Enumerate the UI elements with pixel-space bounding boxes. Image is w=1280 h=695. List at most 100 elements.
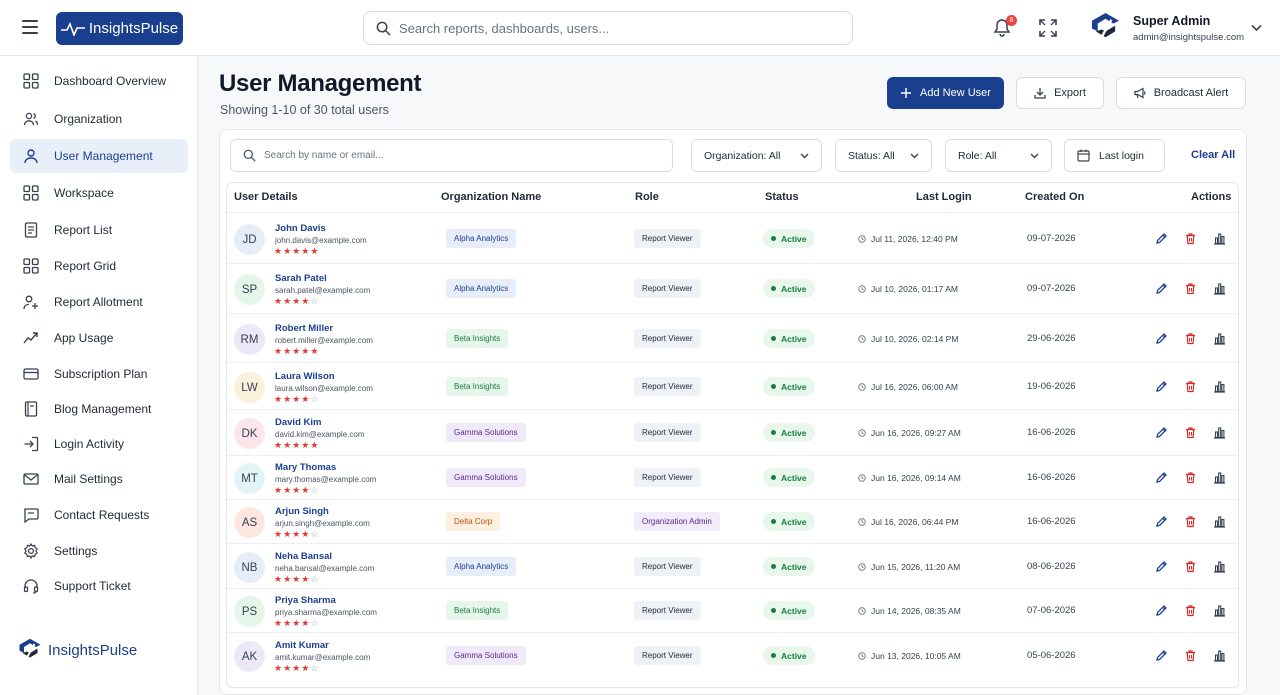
sidebar-item-subscription-plan[interactable]: Subscription Plan — [10, 357, 188, 391]
user-name[interactable]: Sarah Patel — [275, 273, 327, 284]
analytics-icon[interactable] — [1213, 560, 1226, 573]
analytics-icon[interactable] — [1213, 604, 1226, 617]
add-user-button[interactable]: Add New User — [887, 77, 1004, 109]
chevron-down-icon[interactable] — [1251, 24, 1262, 32]
delete-icon[interactable] — [1184, 332, 1197, 345]
trend-icon — [23, 332, 38, 344]
role-tag: Report Viewer — [634, 557, 701, 576]
analytics-icon[interactable] — [1213, 380, 1226, 393]
user-name[interactable]: Amit Kumar — [275, 640, 329, 651]
table-row[interactable]: JD John Davis john.davis@example.com ★★★★★ A… — [227, 212, 1238, 263]
fullscreen-icon[interactable] — [1039, 19, 1057, 37]
user-name[interactable]: Arjun Singh — [275, 506, 329, 517]
column-header-role[interactable]: Role — [635, 191, 659, 203]
sidebar-item-mail-settings[interactable]: Mail Settings — [10, 462, 188, 496]
column-header-organization[interactable]: Organization Name — [441, 191, 542, 203]
edit-icon[interactable] — [1155, 332, 1168, 345]
table-row[interactable]: LW Laura Wilson laura.wilson@example.com ★★… — [227, 362, 1238, 409]
edit-icon[interactable] — [1155, 604, 1168, 617]
user-name[interactable]: Robert Miller — [275, 323, 334, 334]
sidebar-item-support-ticket[interactable]: Support Ticket — [10, 569, 188, 603]
menu-icon[interactable] — [22, 20, 38, 34]
analytics-icon[interactable] — [1213, 649, 1226, 662]
table-row[interactable]: MT Mary Thomas mary.thomas@example.com ★★★★… — [227, 455, 1238, 499]
sidebar-item-app-usage[interactable]: App Usage — [10, 321, 188, 355]
sidebar-item-dashboard-overview[interactable]: Dashboard Overview — [10, 64, 188, 98]
analytics-icon[interactable] — [1213, 332, 1226, 345]
table-row[interactable]: AK Amit Kumar amit.kumar@example.com ★★★★☆ G… — [227, 632, 1238, 677]
add-user-label: Add New User — [920, 87, 991, 99]
admin-avatar[interactable] — [1090, 12, 1121, 43]
table-row[interactable]: SP Sarah Patel sarah.patel@example.com ★★★★… — [227, 263, 1238, 313]
export-button[interactable]: Export — [1016, 77, 1104, 109]
analytics-icon[interactable] — [1213, 515, 1226, 528]
edit-icon[interactable] — [1155, 380, 1168, 393]
user-search[interactable] — [230, 139, 673, 172]
global-search[interactable] — [363, 11, 853, 45]
sidebar-item-label: Dashboard Overview — [54, 74, 167, 88]
user-name[interactable]: Mary Thomas — [275, 462, 337, 473]
column-header-created-on[interactable]: Created On — [1025, 191, 1085, 203]
user-search-input[interactable] — [264, 150, 664, 161]
sidebar-item-report-grid[interactable]: Report Grid — [10, 249, 188, 283]
delete-icon[interactable] — [1184, 232, 1197, 245]
edit-icon[interactable] — [1155, 232, 1168, 245]
bell-icon[interactable] — [992, 18, 1012, 38]
status-filter[interactable]: Status: All — [835, 139, 932, 172]
sidebar-item-organization[interactable]: Organization — [10, 102, 188, 136]
sidebar-item-label: Report List — [54, 223, 113, 237]
edit-icon[interactable] — [1155, 515, 1168, 528]
calendar-icon — [1077, 149, 1090, 162]
delete-icon[interactable] — [1184, 426, 1197, 439]
role-tag: Report Viewer — [634, 329, 701, 348]
login-icon — [24, 436, 39, 452]
table-row[interactable]: PS Priya Sharma priya.sharma@example.com ★★… — [227, 588, 1238, 632]
user-name[interactable]: Priya Sharma — [275, 595, 336, 606]
delete-icon[interactable] — [1184, 380, 1197, 393]
delete-icon[interactable] — [1184, 515, 1197, 528]
table-row[interactable]: AS Arjun Singh arjun.singh@example.com ★★★★… — [227, 499, 1238, 543]
sidebar-item-label: Blog Management — [54, 402, 152, 416]
user-email: laura.wilson@example.com — [275, 384, 373, 393]
edit-icon[interactable] — [1155, 649, 1168, 662]
edit-icon[interactable] — [1155, 471, 1168, 484]
column-header-actions: Actions — [1191, 191, 1232, 203]
sidebar-item-user-management[interactable]: User Management — [10, 139, 188, 173]
edit-icon[interactable] — [1155, 560, 1168, 573]
sidebar-item-settings[interactable]: Settings — [10, 534, 188, 568]
global-search-input[interactable] — [399, 20, 839, 36]
edit-icon[interactable] — [1155, 426, 1168, 439]
column-header-last-login[interactable]: Last Login — [916, 191, 972, 203]
sidebar-item-blog-management[interactable]: Blog Management — [10, 392, 188, 426]
delete-icon[interactable] — [1184, 649, 1197, 662]
delete-icon[interactable] — [1184, 560, 1197, 573]
sidebar-item-report-allotment[interactable]: Report Allotment — [10, 285, 188, 319]
clear-all-link[interactable]: Clear All — [1191, 149, 1236, 161]
user-name[interactable]: Neha Bansal — [275, 551, 333, 562]
delete-icon[interactable] — [1184, 471, 1197, 484]
analytics-icon[interactable] — [1213, 426, 1226, 439]
analytics-icon[interactable] — [1213, 232, 1226, 245]
delete-icon[interactable] — [1184, 282, 1197, 295]
user-name[interactable]: Laura Wilson — [275, 371, 335, 382]
user-name[interactable]: John Davis — [275, 223, 326, 234]
table-row[interactable]: NB Neha Bansal neha.bansal@example.com ★★★★… — [227, 543, 1238, 588]
table-row[interactable]: DK David Kim david.kim@example.com ★★★★★ Gam… — [227, 409, 1238, 455]
column-header-status[interactable]: Status — [765, 191, 799, 203]
brand-logo[interactable]: InsightsPulse — [56, 12, 183, 45]
analytics-icon[interactable] — [1213, 471, 1226, 484]
role-filter[interactable]: Role: All — [945, 139, 1052, 172]
broadcast-alert-button[interactable]: Broadcast Alert — [1116, 77, 1246, 109]
sidebar-item-contact-requests[interactable]: Contact Requests — [10, 498, 188, 532]
user-name[interactable]: David Kim — [275, 417, 322, 428]
analytics-icon[interactable] — [1213, 282, 1226, 295]
sidebar-item-report-list[interactable]: Report List — [10, 213, 188, 247]
delete-icon[interactable] — [1184, 604, 1197, 617]
column-header-user-details[interactable]: User Details — [234, 191, 298, 203]
edit-icon[interactable] — [1155, 282, 1168, 295]
sidebar-item-login-activity[interactable]: Login Activity — [10, 427, 188, 461]
table-row[interactable]: RM Robert Miller robert.miller@example.com… — [227, 313, 1238, 362]
organization-filter[interactable]: Organization: All — [691, 139, 822, 172]
sidebar-item-workspace[interactable]: Workspace — [10, 176, 188, 210]
last-login-filter[interactable]: Last login — [1064, 139, 1165, 172]
